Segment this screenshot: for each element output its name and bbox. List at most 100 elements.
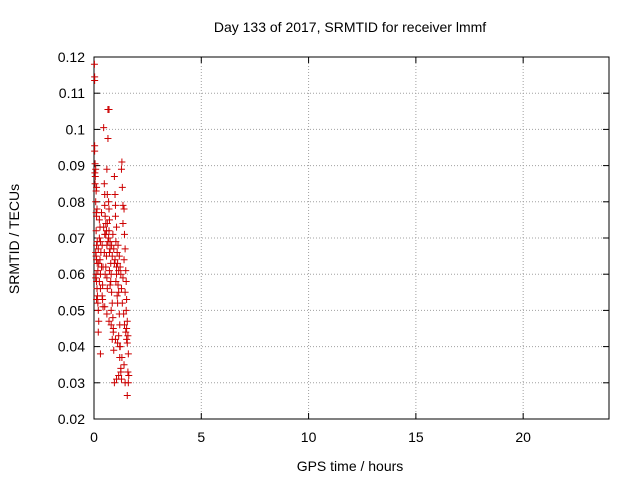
data-point [93, 205, 101, 213]
data-point [93, 183, 101, 191]
data-point [91, 77, 99, 85]
data-point [110, 259, 118, 267]
data-points [90, 60, 133, 399]
data-point [123, 317, 131, 325]
data-point [118, 183, 126, 191]
data-point [119, 274, 127, 282]
data-point [103, 165, 111, 173]
data-point [105, 205, 113, 213]
y-tick-label: 0.1 [66, 121, 86, 137]
data-point [122, 328, 130, 336]
data-point [119, 220, 127, 228]
y-tick-label: 0.05 [58, 302, 85, 318]
data-point [123, 325, 131, 332]
axis-ticks [93, 56, 609, 420]
data-point [108, 252, 116, 260]
y-tick-label: 0.08 [58, 194, 85, 210]
data-point [91, 147, 99, 155]
data-point [95, 317, 103, 325]
data-point [91, 180, 99, 188]
data-point [107, 321, 115, 329]
data-point [110, 346, 118, 354]
data-point [104, 134, 112, 142]
data-point [101, 270, 109, 278]
x-tick-label: 15 [408, 429, 424, 445]
data-point [108, 288, 116, 296]
data-point [116, 343, 124, 351]
data-point [92, 198, 100, 206]
data-point [124, 332, 132, 340]
y-tick-label: 0.03 [58, 375, 85, 391]
data-point [111, 256, 119, 264]
x-tick-label: 20 [515, 429, 531, 445]
data-point [118, 353, 126, 361]
data-point [100, 248, 108, 256]
data-point [99, 281, 107, 289]
data-point [91, 172, 99, 180]
data-point [114, 281, 122, 289]
data-point [93, 296, 101, 304]
x-tick-label: 10 [301, 429, 317, 445]
data-point [96, 285, 104, 293]
data-point [94, 328, 102, 336]
data-point [102, 230, 110, 238]
data-point [118, 158, 126, 166]
data-point [120, 310, 128, 318]
data-point [92, 165, 100, 173]
x-axis-label: GPS time / hours [297, 458, 404, 474]
data-point [92, 274, 100, 282]
data-point [95, 234, 103, 242]
data-point [116, 263, 124, 271]
data-point [98, 209, 106, 217]
data-point [96, 350, 104, 358]
data-point [91, 160, 99, 168]
data-point [124, 368, 132, 376]
data-point [94, 306, 102, 314]
data-point [94, 245, 102, 253]
data-point [109, 230, 117, 238]
data-point [98, 241, 106, 249]
data-point [109, 314, 117, 322]
data-point [123, 335, 131, 343]
data-point [115, 252, 123, 260]
data-point [113, 223, 121, 231]
data-point [105, 234, 113, 242]
data-point [101, 201, 109, 209]
y-tick-label: 0.09 [58, 158, 85, 174]
data-point [94, 267, 102, 275]
data-point [103, 191, 111, 199]
data-point [113, 375, 121, 383]
data-point [104, 238, 112, 246]
data-point [120, 256, 128, 264]
data-point [114, 241, 122, 249]
data-point [103, 285, 111, 293]
data-point [93, 212, 101, 220]
data-point [103, 274, 111, 282]
data-point [105, 267, 113, 275]
data-point [117, 368, 125, 376]
chart-title: Day 133 of 2017, SRMTID for receiver lmm… [214, 19, 486, 35]
y-tick-label: 0.12 [58, 49, 85, 65]
data-point [110, 172, 118, 180]
data-point [111, 201, 119, 209]
y-axis-label: SRMTID / TECUs [6, 184, 22, 294]
tick-labels: 0.02 0.03 0.04 0.05 0.06 0.07 0.08 0.09 0.1 0.11 0… [58, 49, 531, 445]
data-point [112, 238, 120, 246]
data-point [105, 105, 113, 113]
data-point [117, 165, 125, 173]
data-point [102, 227, 110, 235]
data-point [122, 306, 130, 314]
data-point [115, 332, 123, 340]
data-point [95, 259, 103, 267]
data-point [111, 335, 119, 343]
x-tick-label: 0 [90, 429, 98, 445]
data-point [115, 267, 123, 275]
data-point [120, 321, 128, 329]
data-point [93, 238, 101, 246]
data-point [121, 288, 129, 296]
data-point [109, 328, 117, 336]
data-point [103, 310, 111, 318]
data-point [112, 277, 120, 285]
data-point [101, 212, 109, 220]
